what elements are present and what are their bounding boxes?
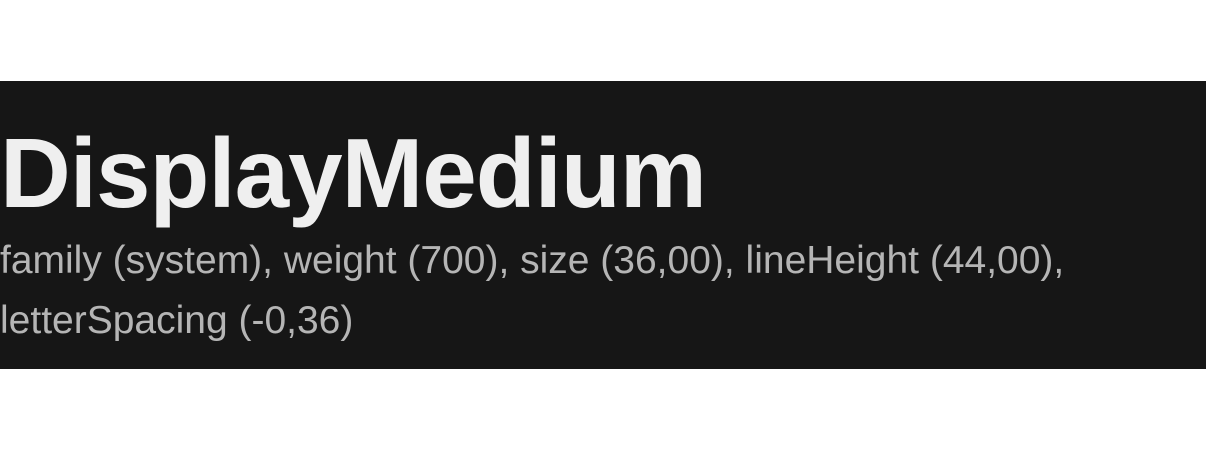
typography-specimen-panel: DisplayMedium family (system), weight (7… (0, 81, 1206, 369)
specimen-metadata: family (system), weight (700), size (36,… (0, 239, 1065, 342)
specimen-title: DisplayMedium (0, 118, 707, 228)
